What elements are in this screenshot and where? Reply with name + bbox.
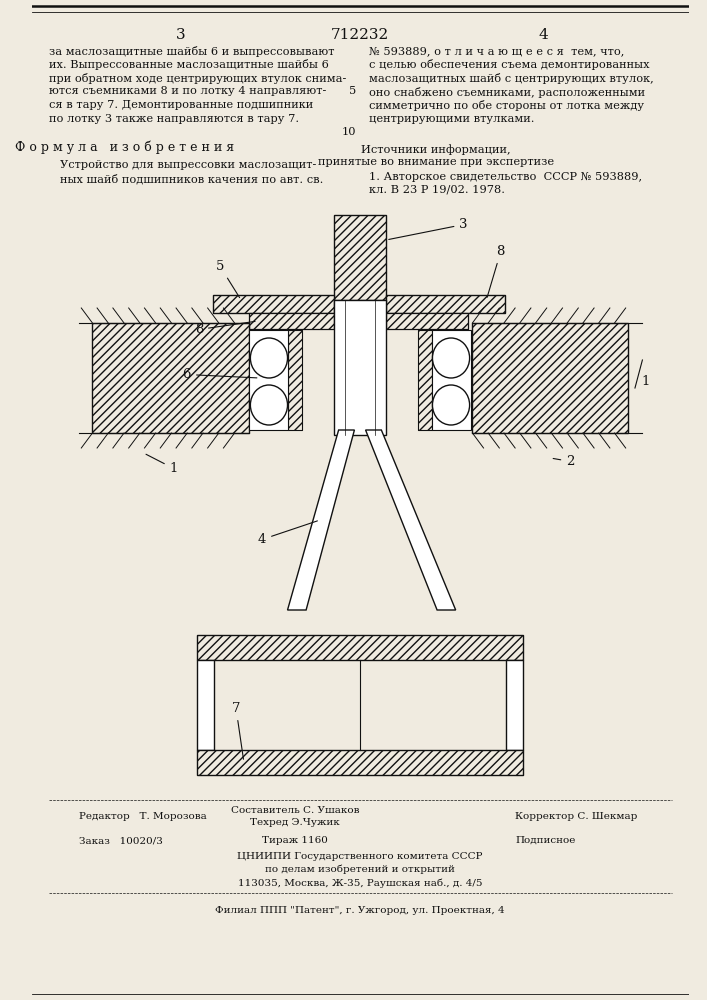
- Text: 4: 4: [538, 28, 548, 42]
- Bar: [197, 660, 214, 750]
- Text: кл. В 23 Р 19/02. 1978.: кл. В 23 Р 19/02. 1978.: [369, 185, 506, 195]
- Bar: [93, 323, 249, 433]
- Bar: [472, 323, 629, 433]
- Text: маслозащитных шайб с центрирующих втулок,: маслозащитных шайб с центрирующих втулок…: [369, 73, 654, 84]
- Text: 712232: 712232: [331, 28, 389, 42]
- Text: Тираж 1160: Тираж 1160: [262, 836, 328, 845]
- Bar: [249, 313, 334, 329]
- Text: Составитель С. Ушаков: Составитель С. Ушаков: [230, 806, 359, 815]
- Circle shape: [433, 385, 469, 425]
- Text: 8: 8: [194, 321, 255, 336]
- Circle shape: [250, 385, 288, 425]
- Text: центрирующими втулками.: центрирующими втулками.: [369, 113, 534, 123]
- Text: Источники информации,: Источники информации,: [361, 144, 511, 155]
- Bar: [334, 215, 386, 300]
- Text: симметрично по обе стороны от лотка между: симметрично по обе стороны от лотка межд…: [369, 100, 644, 111]
- Text: 1: 1: [146, 454, 178, 475]
- Bar: [506, 660, 522, 750]
- Bar: [334, 300, 386, 435]
- Text: ных шайб подшипников качения по авт. св.: ных шайб подшипников качения по авт. св.: [60, 174, 323, 184]
- Text: при обратном ходе центрирующих втулок снима-: при обратном ходе центрирующих втулок сн…: [49, 73, 346, 84]
- Text: Заказ   10020/3: Заказ 10020/3: [78, 836, 163, 845]
- Circle shape: [250, 338, 288, 378]
- Text: по лотку 3 также направляются в тару 7.: по лотку 3 также направляются в тару 7.: [49, 113, 299, 123]
- Bar: [214, 295, 334, 313]
- Circle shape: [433, 338, 469, 378]
- Bar: [288, 330, 303, 430]
- Text: Корректор С. Шекмар: Корректор С. Шекмар: [515, 812, 638, 821]
- Text: 113035, Москва, Ж-35, Раушская наб., д. 4/5: 113035, Москва, Ж-35, Раушская наб., д. …: [238, 878, 482, 888]
- Text: 1: 1: [641, 375, 649, 388]
- Bar: [472, 323, 629, 433]
- Text: ЦНИИПИ Государственного комитета СССР: ЦНИИПИ Государственного комитета СССР: [238, 852, 483, 861]
- Text: 4: 4: [258, 521, 317, 546]
- Bar: [93, 323, 249, 433]
- Text: Филиал ППП "Патент", г. Ужгород, ул. Проектная, 4: Филиал ППП "Патент", г. Ужгород, ул. Про…: [215, 906, 505, 915]
- Text: Устройство для выпрессовки маслозащит-: Устройство для выпрессовки маслозащит-: [60, 160, 316, 170]
- Text: за маслозащитные шайбы 6 и выпрессовывают: за маслозащитные шайбы 6 и выпрессовываю…: [49, 46, 334, 57]
- Text: 5: 5: [349, 87, 356, 97]
- Bar: [386, 313, 468, 329]
- Bar: [334, 215, 386, 300]
- Text: Ф о р м у л а   и з о б р е т е н и я: Ф о р м у л а и з о б р е т е н и я: [16, 140, 235, 153]
- Text: 6: 6: [182, 368, 257, 381]
- Bar: [418, 330, 433, 430]
- Text: 3: 3: [389, 218, 468, 239]
- Polygon shape: [366, 430, 456, 610]
- Text: их. Выпрессованные маслозащитные шайбы 6: их. Выпрессованные маслозащитные шайбы 6: [49, 60, 329, 70]
- Bar: [386, 295, 505, 313]
- Text: оно снабжено съемниками, расположенными: оно снабжено съемниками, расположенными: [369, 87, 645, 98]
- Bar: [433, 330, 472, 430]
- Text: 8: 8: [487, 245, 505, 297]
- Text: 5: 5: [216, 260, 240, 298]
- Text: ся в тару 7. Демонтированные подшипники: ся в тару 7. Демонтированные подшипники: [49, 100, 313, 110]
- Bar: [386, 313, 468, 329]
- Bar: [418, 330, 433, 430]
- Text: Редактор   Т. Морозова: Редактор Т. Морозова: [78, 812, 206, 821]
- Bar: [197, 750, 522, 775]
- Bar: [386, 295, 505, 313]
- Text: ются съемниками 8 и по лотку 4 направляют-: ются съемниками 8 и по лотку 4 направляю…: [49, 87, 326, 97]
- Text: 1. Авторское свидетельство  СССР № 593889,: 1. Авторское свидетельство СССР № 593889…: [369, 172, 643, 182]
- Text: по делам изобретений и открытий: по делам изобретений и открытий: [265, 865, 455, 874]
- Bar: [197, 750, 522, 775]
- Text: 3: 3: [176, 28, 185, 42]
- Text: № 593889, о т л и ч а ю щ е е с я  тем, что,: № 593889, о т л и ч а ю щ е е с я тем, ч…: [369, 46, 625, 56]
- Text: 7: 7: [232, 702, 243, 759]
- Text: Техред Э.Чужик: Техред Э.Чужик: [250, 818, 340, 827]
- Bar: [197, 635, 522, 660]
- Text: с целью обеспечения съема демонтированных: с целью обеспечения съема демонтированны…: [369, 60, 650, 70]
- Text: Подписное: Подписное: [515, 836, 575, 845]
- Bar: [197, 635, 522, 660]
- Text: 2: 2: [553, 455, 575, 468]
- Text: принятые во внимание при экспертизе: принятые во внимание при экспертизе: [318, 157, 554, 167]
- Bar: [249, 330, 288, 430]
- Polygon shape: [288, 430, 354, 610]
- Bar: [288, 330, 303, 430]
- Bar: [214, 295, 334, 313]
- Text: 10: 10: [341, 127, 356, 137]
- Bar: [249, 313, 334, 329]
